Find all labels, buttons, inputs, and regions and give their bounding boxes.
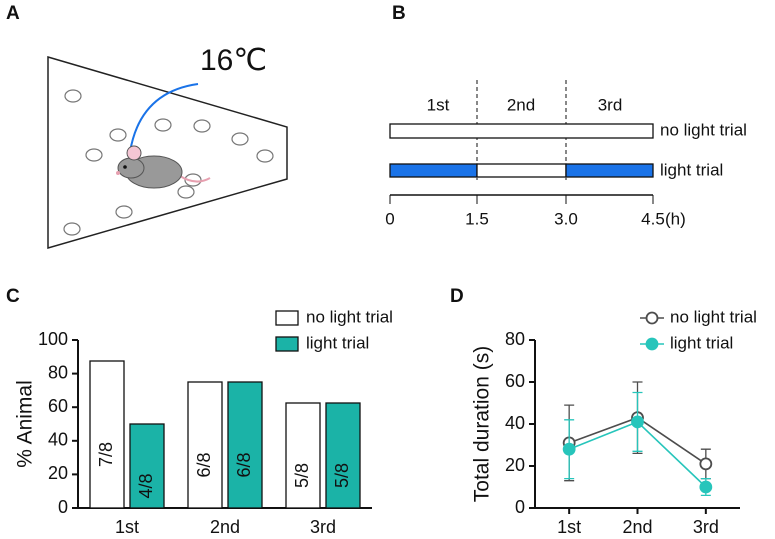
y-axis-label: Total duration (s) <box>471 346 494 502</box>
segment-label: 1st <box>427 95 450 114</box>
value-label: 6/8 <box>234 452 254 477</box>
segment-label: 2nd <box>507 95 535 114</box>
bar <box>129 423 165 509</box>
bar <box>325 402 361 509</box>
legend-marker <box>645 311 659 325</box>
value-label: 6/8 <box>194 452 214 477</box>
marker <box>699 480 713 494</box>
y-tick-label: 40 <box>505 413 525 433</box>
legend-swatch <box>275 336 299 352</box>
time-tick: 4.5 <box>641 209 665 228</box>
y-tick-label: 80 <box>48 362 68 382</box>
time-tick: 1.5 <box>465 209 489 228</box>
x-tick-label: 2nd <box>622 517 652 537</box>
x-tick-label: 1st <box>115 517 139 537</box>
x-tick-label: 3rd <box>310 517 336 537</box>
panel-label: D <box>450 286 464 307</box>
time-tick: 0 <box>385 209 394 228</box>
x-tick-label: 3rd <box>693 517 719 537</box>
temperature-label: 16℃ <box>200 44 267 77</box>
marker <box>562 442 576 456</box>
value-label: 5/8 <box>292 463 312 488</box>
y-tick-label: 20 <box>505 455 525 475</box>
panel-label: A <box>6 3 20 24</box>
legend-marker <box>645 337 659 351</box>
row-label: light trial <box>660 160 723 179</box>
row-label: no light trial <box>660 120 747 139</box>
marker <box>631 415 644 429</box>
segment-label: 3rd <box>598 95 623 114</box>
panel-label: B <box>392 3 406 24</box>
timeline <box>389 80 654 204</box>
y-tick-label: 40 <box>48 430 68 450</box>
legend-label: light trial <box>670 333 733 352</box>
y-axis-label: % Animal <box>14 380 37 468</box>
y-tick-label: 60 <box>48 396 68 416</box>
y-tick-label: 0 <box>58 497 68 517</box>
legend-label: light trial <box>306 333 369 352</box>
bar <box>227 381 263 509</box>
y-tick-label: 20 <box>48 463 68 483</box>
x-tick-label: 2nd <box>210 517 240 537</box>
legend-swatch <box>275 310 299 326</box>
time-unit: (h) <box>665 209 686 228</box>
value-label: 4/8 <box>136 473 156 498</box>
bar <box>285 402 321 509</box>
legend-label: no light trial <box>670 307 757 326</box>
legend-label: no light trial <box>306 307 393 326</box>
value-label: 5/8 <box>332 463 352 488</box>
arena-illustration <box>47 55 288 249</box>
bar <box>89 360 125 509</box>
marker <box>699 457 713 471</box>
value-label: 7/8 <box>96 442 116 467</box>
y-tick-label: 60 <box>505 371 525 391</box>
panel-label: C <box>6 286 20 307</box>
bar <box>187 381 223 509</box>
x-tick-label: 1st <box>557 517 581 537</box>
y-tick-label: 0 <box>515 497 525 517</box>
y-tick-label: 80 <box>505 329 525 349</box>
time-tick: 3.0 <box>554 209 578 228</box>
y-tick-label: 100 <box>38 329 68 349</box>
